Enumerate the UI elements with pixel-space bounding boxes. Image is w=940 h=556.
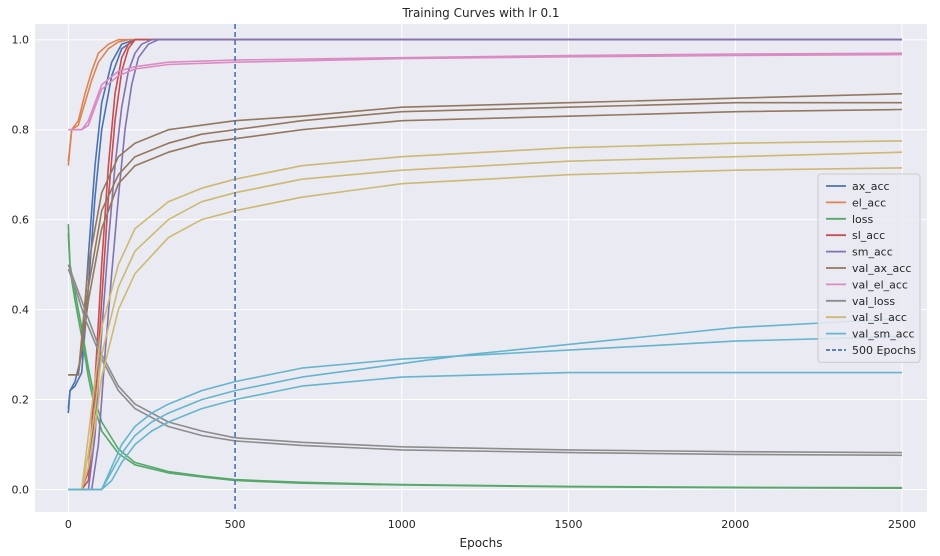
series-line <box>68 92 903 376</box>
legend-label: val_ax_acc <box>852 262 911 275</box>
legend-box <box>817 173 921 363</box>
y-tick-label: 0.6 <box>12 214 30 227</box>
legend-label: val_sl_acc <box>852 311 907 324</box>
tick-labels: 0 500 1000 1500 2000 2500 0.0 0.2 0.4 0.6 0.8 1.0 <box>12 34 916 531</box>
series-line <box>68 371 902 491</box>
x-tick-label: 500 <box>225 518 246 531</box>
series-val-sl-acc <box>68 140 903 491</box>
series-line <box>67 264 903 454</box>
series-line <box>68 108 903 376</box>
x-tick-label: 1000 <box>388 518 416 531</box>
series-line <box>67 38 902 166</box>
x-tick-label: 1500 <box>555 518 583 531</box>
series-line <box>68 38 902 491</box>
series-line <box>68 38 902 491</box>
series-layer <box>67 38 903 491</box>
legend-label: ax_acc <box>852 180 890 193</box>
series-line <box>67 268 903 457</box>
grid <box>35 24 927 512</box>
series-line <box>68 53 903 131</box>
legend-label: sm_acc <box>852 246 893 259</box>
series-line <box>68 335 903 491</box>
y-tick-label: 0.8 <box>12 124 30 137</box>
y-tick-label: 0.4 <box>12 304 30 317</box>
x-tick-label: 0 <box>65 518 72 531</box>
series-line <box>67 233 903 490</box>
series-val-sm-acc <box>68 317 903 491</box>
series-el-acc <box>67 38 902 166</box>
series-val-loss <box>67 264 903 457</box>
x-axis-label: Epochs <box>460 536 503 550</box>
legend-label: val_sm_acc <box>852 328 915 341</box>
y-tick-label: 1.0 <box>12 34 30 47</box>
series-line <box>68 140 903 491</box>
series-line <box>68 101 902 376</box>
chart-title: Training Curves with lr 0.1 <box>401 6 559 20</box>
series-line <box>67 38 902 409</box>
y-tick-label: 0.2 <box>12 394 30 407</box>
series-line <box>68 317 903 491</box>
x-tick-label: 2000 <box>721 518 749 531</box>
series-loss <box>67 224 903 490</box>
legend-label: loss <box>852 213 874 226</box>
x-tick-label: 2500 <box>888 518 916 531</box>
y-tick-label: 0.0 <box>12 484 30 497</box>
legend-label: el_acc <box>852 196 886 209</box>
legend-label: val_el_acc <box>852 278 908 291</box>
series-line <box>68 151 903 491</box>
legend-label: sl_acc <box>852 229 885 242</box>
series-val-el-acc <box>68 52 903 131</box>
series-line <box>68 38 902 491</box>
legend-label: 500 Epochs <box>852 344 916 357</box>
legend-label: val_loss <box>852 295 895 308</box>
series-val-ax-acc <box>68 92 903 376</box>
series-line <box>68 167 903 491</box>
series-sm-acc <box>68 38 902 491</box>
